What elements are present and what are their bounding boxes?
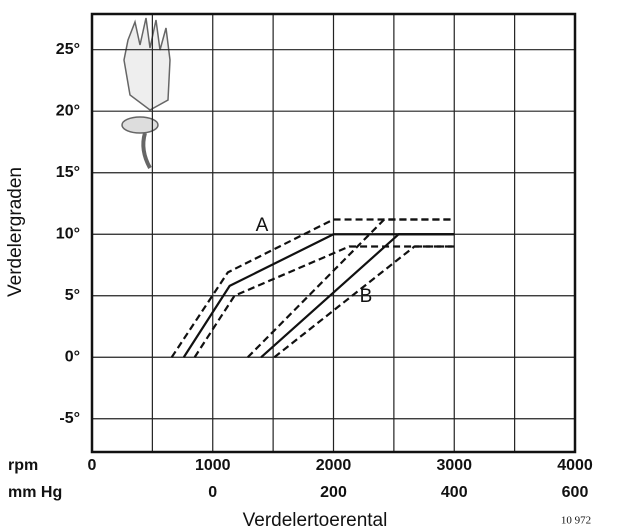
x-tick-label: 4000 xyxy=(557,457,593,474)
x-tick-label: 0 xyxy=(88,457,97,474)
x2-unit: mm Hg xyxy=(8,484,62,501)
y-tick-label: 15° xyxy=(56,164,80,181)
curve xyxy=(273,245,455,359)
y-tick-label: 0° xyxy=(65,348,80,365)
x2-tick-label: 600 xyxy=(562,484,589,501)
valve-illustration xyxy=(121,17,171,169)
curve-label: A xyxy=(256,215,269,236)
y-tick-label: 20° xyxy=(56,102,80,119)
y-tick-label: -5° xyxy=(59,410,80,427)
x-axis-label: Verdelertoerental xyxy=(243,510,388,531)
y-tick-label: 25° xyxy=(56,41,80,58)
curve xyxy=(260,233,455,359)
x-unit: rpm xyxy=(8,457,38,474)
note: 10 972 xyxy=(561,515,591,527)
curve xyxy=(170,218,455,358)
curve xyxy=(246,218,455,359)
y-axis-label: Verdelergraden xyxy=(5,167,26,297)
x2-tick-label: 400 xyxy=(441,484,468,501)
curve xyxy=(182,233,455,358)
x2-tick-label: 0 xyxy=(208,484,217,501)
x-tick-label: 2000 xyxy=(316,457,352,474)
plot-border xyxy=(90,12,577,454)
curve-label: B xyxy=(360,286,373,307)
x-tick-label: 3000 xyxy=(436,457,472,474)
y-tick-label: 10° xyxy=(56,225,80,242)
y-tick-label: 5° xyxy=(65,287,80,304)
x-tick-label: 1000 xyxy=(195,457,231,474)
curve xyxy=(193,245,455,358)
x2-tick-label: 200 xyxy=(320,484,347,501)
